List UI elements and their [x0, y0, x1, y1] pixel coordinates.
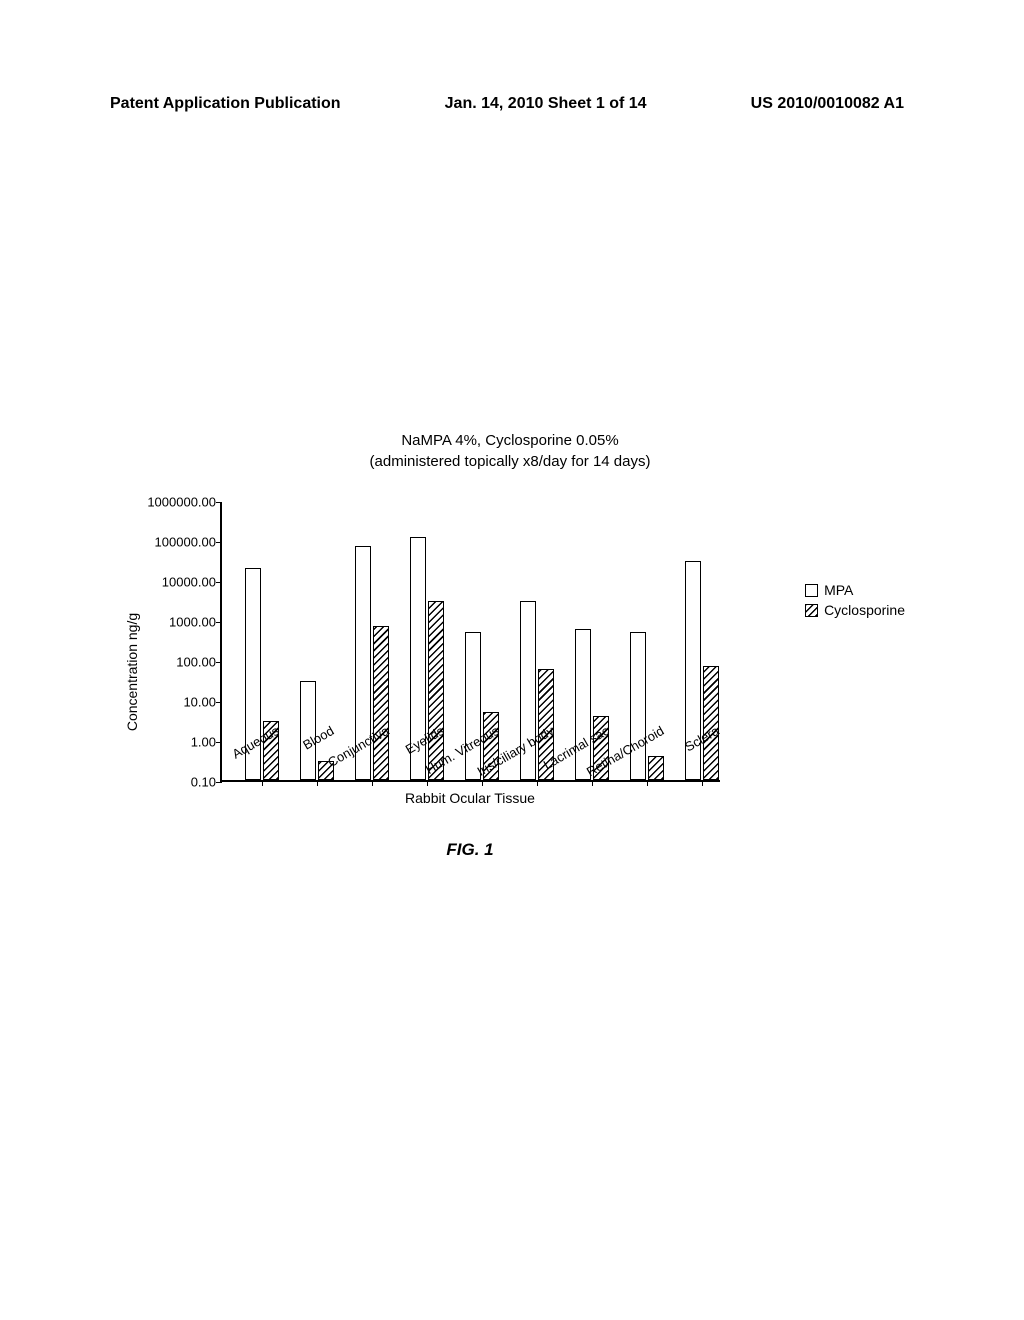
page-header: Patent Application Publication Jan. 14, … — [0, 95, 1024, 113]
y-tick-label: 100000.00 — [155, 535, 216, 550]
legend-label-mpa: MPA — [824, 582, 853, 598]
y-tick-mark — [216, 582, 222, 583]
y-tick-label: 1000.00 — [169, 615, 216, 630]
legend-item-mpa: MPA — [805, 582, 905, 598]
legend-swatch-open-icon — [805, 584, 818, 597]
figure-label: FIG. 1 — [220, 840, 720, 860]
x-tick-mark — [482, 780, 483, 786]
x-tick-mark — [537, 780, 538, 786]
y-tick-mark — [216, 742, 222, 743]
x-tick-mark — [262, 780, 263, 786]
x-tick-mark — [647, 780, 648, 786]
y-tick-label: 10.00 — [183, 695, 216, 710]
x-axis-title: Rabbit Ocular Tissue — [220, 790, 720, 806]
bar-mpa — [575, 629, 591, 780]
y-label-container: Concentration ng/g — [100, 502, 128, 842]
bar-mpa — [465, 632, 481, 780]
y-tick-mark — [216, 542, 222, 543]
y-tick-label: 100.00 — [176, 655, 216, 670]
x-tick-mark — [592, 780, 593, 786]
chart-title: NaMPA 4%, Cyclosporine 0.05% (administer… — [100, 430, 920, 472]
x-tick-mark — [702, 780, 703, 786]
y-tick-label: 1000000.00 — [147, 495, 216, 510]
legend-label-cyc: Cyclosporine — [824, 602, 905, 618]
bar-mpa — [630, 632, 646, 780]
x-tick-mark — [317, 780, 318, 786]
y-tick-mark — [216, 662, 222, 663]
y-tick-mark — [216, 502, 222, 503]
chart-container: NaMPA 4%, Cyclosporine 0.05% (administer… — [100, 430, 920, 842]
header-right: US 2010/0010082 A1 — [751, 95, 904, 113]
legend-swatch-hatched-icon — [805, 604, 818, 617]
y-tick-label: 10000.00 — [162, 575, 216, 590]
chart-title-line-2: (administered topically x8/day for 14 da… — [100, 451, 920, 472]
y-tick-mark — [216, 702, 222, 703]
y-tick-mark — [216, 782, 222, 783]
legend-item-cyclosporine: Cyclosporine — [805, 602, 905, 618]
bar-cyclosporine — [703, 666, 719, 780]
y-tick-mark — [216, 622, 222, 623]
y-tick-label: 1.00 — [191, 735, 216, 750]
x-tick-mark — [372, 780, 373, 786]
header-left: Patent Application Publication — [110, 95, 341, 113]
chart-title-line-1: NaMPA 4%, Cyclosporine 0.05% — [100, 430, 920, 451]
legend: MPA Cyclosporine — [805, 582, 905, 622]
header-center: Jan. 14, 2010 Sheet 1 of 14 — [445, 95, 647, 113]
x-tick-mark — [427, 780, 428, 786]
